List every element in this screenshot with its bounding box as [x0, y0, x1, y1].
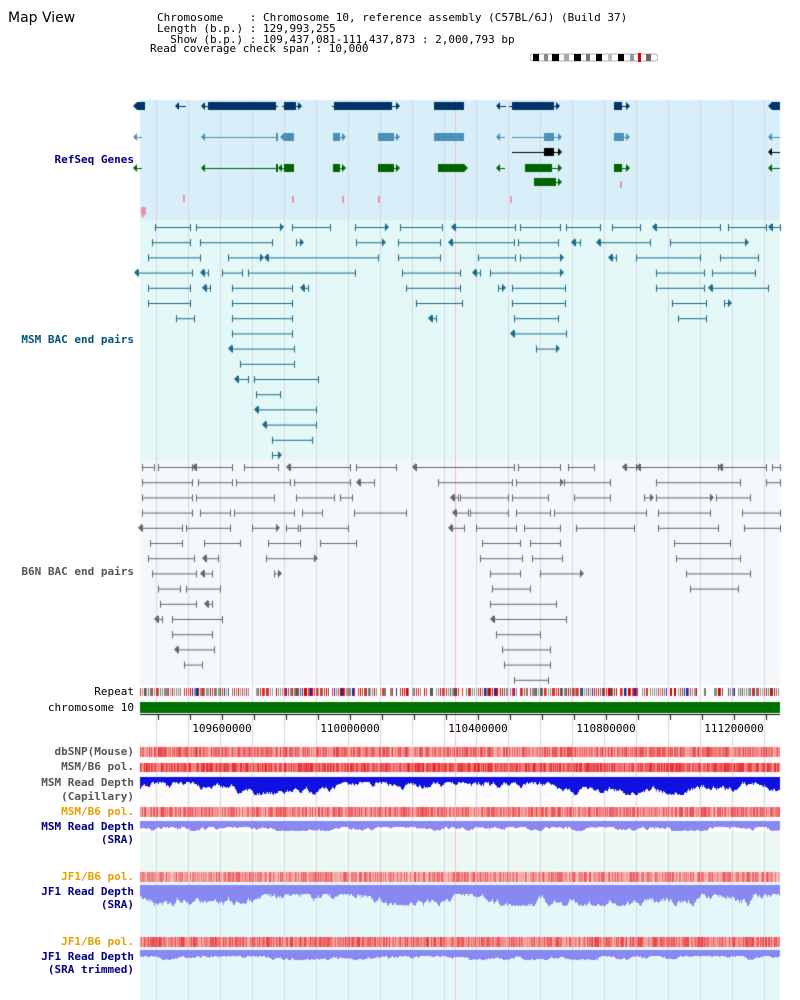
msm-read-depth-sra-sublabel: (SRA) [100, 833, 134, 846]
jf1-read-depth-trimmed-label[interactable]: JF1 Read Depth [41, 950, 134, 963]
msm-read-depth-capillary-label[interactable]: MSM Read Depth [41, 776, 134, 789]
chromosome-ideogram[interactable] [530, 53, 658, 62]
jf1-b6-pol-label[interactable]: JF1/B6 pol. [61, 870, 134, 883]
msm-read-depth-capillary-sublabel: (Capillary) [61, 790, 134, 803]
msm-b6-pol-sra-label[interactable]: MSM/B6 pol. [61, 805, 134, 818]
show-range-info-line: Show (b.p.) : 109,437,081-111,437,873 : … [157, 33, 515, 46]
b6n-bac-end-pairs-label[interactable]: B6N BAC end pairs [21, 565, 134, 578]
chromosome-label: chromosome 10 [47, 701, 134, 714]
msm-bac-end-pairs-label[interactable]: MSM BAC end pairs [21, 333, 134, 346]
axis-tick-label: 110000000 [320, 722, 380, 735]
jf1-read-depth-trimmed-sublabel: (SRA trimmed) [47, 963, 134, 976]
repeat-label: Repeat [94, 685, 134, 698]
axis-tick-label: 110400000 [448, 722, 508, 735]
chromosome-info-line: Chromosome : Chromosome 10, reference as… [157, 11, 628, 24]
jf1-read-depth-sra-label[interactable]: JF1 Read Depth [41, 885, 134, 898]
jf1-b6-pol-trimmed-label[interactable]: JF1/B6 pol. [61, 935, 134, 948]
page-title: Map View [8, 10, 76, 26]
refseq-genes-label[interactable]: RefSeq Genes [54, 153, 134, 166]
length-info-line: Length (b.p.) : 129,993,255 [157, 22, 336, 35]
jf1-read-depth-sra-sublabel: (SRA) [100, 898, 134, 911]
msm-read-depth-sra-label[interactable]: MSM Read Depth [41, 820, 134, 833]
axis-tick-label: 109600000 [192, 722, 252, 735]
axis-tick-label: 110800000 [576, 722, 636, 735]
coverage-span-info-line: Read coverage check span : 10,000 [150, 42, 369, 55]
msm-b6-pol-label[interactable]: MSM/B6 pol. [61, 760, 134, 773]
axis-tick-label: 111200000 [704, 722, 764, 735]
dbsnp-label[interactable]: dbSNP(Mouse) [54, 745, 134, 758]
